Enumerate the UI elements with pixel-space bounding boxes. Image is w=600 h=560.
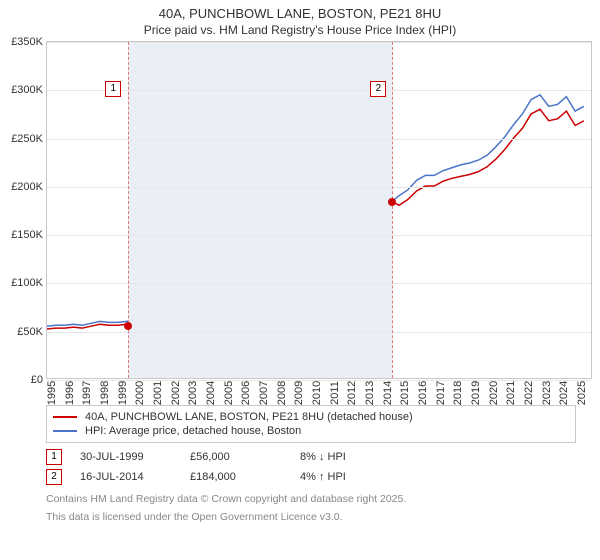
x-axis-label: 2024	[558, 381, 570, 405]
y-axis-label: £50K	[1, 326, 43, 338]
sale-date: 16-JUL-2014	[80, 471, 190, 483]
x-axis-label: 2010	[311, 381, 323, 405]
sale-delta: 4% ↑ HPI	[300, 471, 410, 483]
footer-line-2: This data is licensed under the Open Gov…	[46, 511, 576, 523]
x-axis-label: 2025	[576, 381, 588, 405]
y-axis-label: £0	[1, 374, 43, 386]
x-axis-label: 2021	[505, 381, 517, 405]
x-axis-label: 2016	[417, 381, 429, 405]
x-axis-label: 2017	[435, 381, 447, 405]
x-axis-label: 2012	[346, 381, 358, 405]
y-axis-label: £150K	[1, 229, 43, 241]
x-axis-label: 1997	[81, 381, 93, 405]
legend-label: 40A, PUNCHBOWL LANE, BOSTON, PE21 8HU (d…	[85, 411, 413, 423]
sale-vline	[392, 42, 393, 378]
y-axis-label: £100K	[1, 277, 43, 289]
x-axis-label: 2000	[134, 381, 146, 405]
y-axis-label: £350K	[1, 36, 43, 48]
sale-date: 30-JUL-1999	[80, 451, 190, 463]
x-axis-label: 2013	[364, 381, 376, 405]
plot-area: £0£50K£100K£150K£200K£250K£300K£350K12	[46, 41, 592, 379]
sale-price: £56,000	[190, 451, 300, 463]
marker-label: 2	[370, 81, 386, 97]
x-axis-label: 2009	[293, 381, 305, 405]
sale-row: 2 16-JUL-2014£184,0004% ↑ HPI	[46, 467, 576, 487]
x-axis-label: 2002	[170, 381, 182, 405]
x-axis-label: 2008	[276, 381, 288, 405]
x-axis-label: 2022	[523, 381, 535, 405]
x-axis-label: 2001	[152, 381, 164, 405]
x-axis-label: 1998	[99, 381, 111, 405]
sale-marker: 1	[46, 449, 62, 465]
shade-region	[128, 42, 392, 378]
legend-swatch	[53, 430, 77, 432]
x-axis-label: 2003	[187, 381, 199, 405]
legend-swatch	[53, 416, 77, 418]
sales-table: 1 30-JUL-1999£56,0008% ↓ HPI 2 16-JUL-2014£…	[46, 447, 576, 487]
y-axis-label: £300K	[1, 84, 43, 96]
chart-title: 40A, PUNCHBOWL LANE, BOSTON, PE21 8HU	[0, 0, 600, 21]
x-axis-label: 1995	[46, 381, 58, 405]
x-axis-label: 2014	[382, 381, 394, 405]
x-axis-label: 2007	[258, 381, 270, 405]
x-axis-label: 2015	[399, 381, 411, 405]
legend-label: HPI: Average price, detached house, Bost…	[85, 425, 301, 437]
x-axis-label: 2020	[488, 381, 500, 405]
footer-line-1: Contains HM Land Registry data © Crown c…	[46, 493, 576, 505]
y-axis-label: £200K	[1, 181, 43, 193]
sale-point	[124, 322, 132, 330]
sale-marker: 2	[46, 469, 62, 485]
marker-label: 1	[105, 81, 121, 97]
sale-delta: 8% ↓ HPI	[300, 451, 410, 463]
x-axis-label: 2018	[452, 381, 464, 405]
sale-price: £184,000	[190, 471, 300, 483]
x-axis-label: 2005	[223, 381, 235, 405]
legend-row: 40A, PUNCHBOWL LANE, BOSTON, PE21 8HU (d…	[53, 410, 569, 424]
x-axis-label: 2006	[240, 381, 252, 405]
y-axis-label: £250K	[1, 133, 43, 145]
chart-subtitle: Price paid vs. HM Land Registry's House …	[0, 21, 600, 41]
chart-area: £0£50K£100K£150K£200K£250K£300K£350K12 1…	[46, 41, 592, 401]
legend-box: 40A, PUNCHBOWL LANE, BOSTON, PE21 8HU (d…	[46, 405, 576, 443]
sale-row: 1 30-JUL-1999£56,0008% ↓ HPI	[46, 447, 576, 467]
x-axis-label: 2004	[205, 381, 217, 405]
x-axis-label: 2019	[470, 381, 482, 405]
x-axis-label: 2023	[541, 381, 553, 405]
x-axis-label: 1999	[117, 381, 129, 405]
sale-point	[388, 198, 396, 206]
x-axis-label: 2011	[329, 381, 341, 405]
legend-row: HPI: Average price, detached house, Bost…	[53, 424, 569, 438]
x-axis-label: 1996	[64, 381, 76, 405]
